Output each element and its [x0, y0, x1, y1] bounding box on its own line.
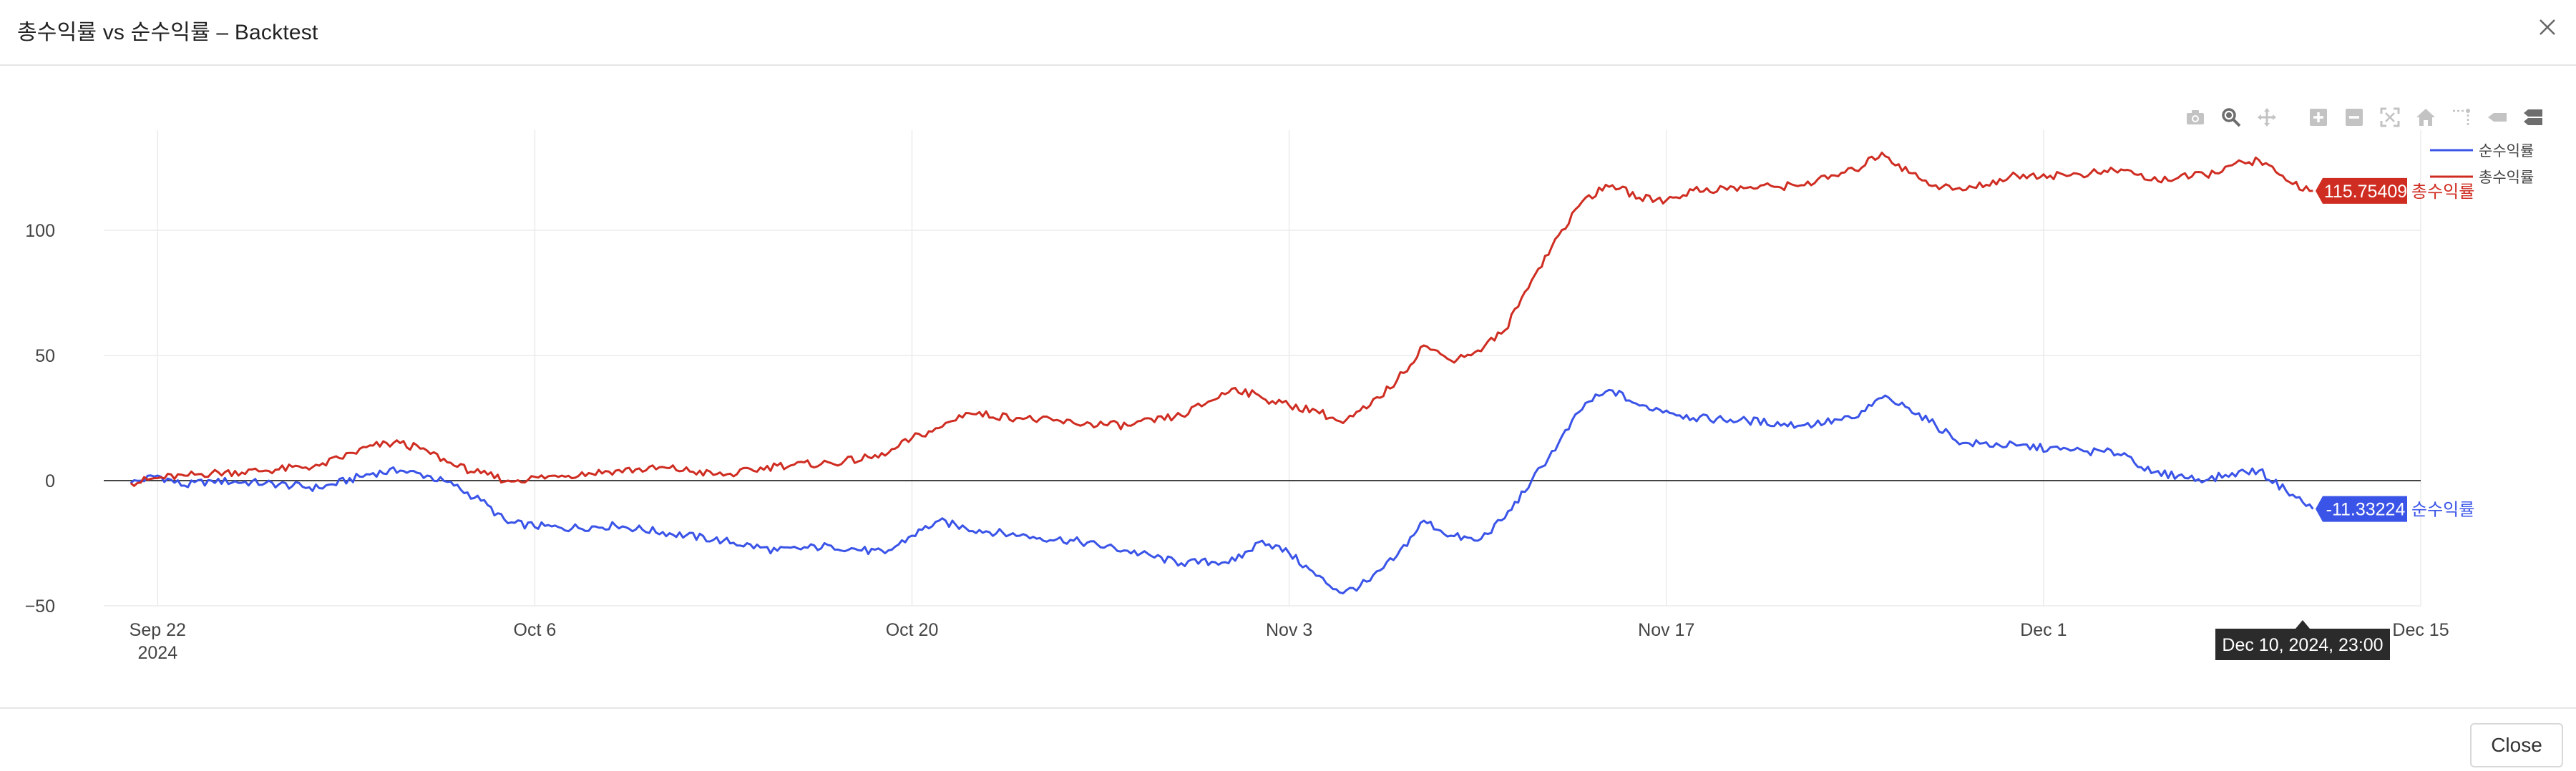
badge-bg: [2316, 496, 2407, 522]
grid-lines: [104, 130, 2421, 607]
reset-axes-icon[interactable]: [2410, 103, 2441, 132]
tooltip-arrow: [2296, 620, 2310, 629]
x-tick-label: Dec 15: [2392, 620, 2449, 640]
tooltip-bg: [2215, 629, 2390, 660]
autoscale-icon[interactable]: [2374, 103, 2406, 132]
y-tick-label: 0: [45, 471, 55, 491]
x-tick-sublabel: 2024: [137, 643, 177, 663]
badge-bg: [2316, 177, 2407, 204]
x-tick-label: Nov 3: [1266, 620, 1312, 640]
badge-value: 115.75409: [2324, 182, 2407, 202]
last-value-badge: -11.33224 순수익률: [2316, 496, 2474, 522]
x-tick-label: Dec 1: [2020, 620, 2067, 640]
hover-compare-icon[interactable]: [2517, 103, 2549, 132]
spike-lines-icon[interactable]: [2446, 103, 2477, 132]
modebar: [2180, 103, 2549, 132]
zoom-icon[interactable]: [2215, 103, 2247, 132]
zoom-out-icon[interactable]: [2338, 103, 2370, 132]
line-chart[interactable]: Sep 22 2024 Oct 6 Oct 20 Nov 3 Nov 17 Dec 1 Dec…: [0, 66, 2576, 707]
series-line-gross: [130, 152, 2313, 487]
modal-header: 총수익률 vs 순수익률 – Backtest: [0, 0, 2576, 66]
hover-closest-icon[interactable]: [2482, 103, 2513, 132]
badge-series-name: 총수익률: [2411, 182, 2474, 202]
x-tick-label: Sep 22: [130, 620, 186, 640]
modal-footer: Close: [0, 707, 2576, 771]
close-button[interactable]: Close: [2470, 723, 2563, 767]
x-tick-label: Oct 20: [886, 620, 939, 640]
legend-label: 총수익률: [2479, 169, 2534, 186]
legend-label: 순수익률: [2479, 142, 2534, 159]
x-tick-label: Nov 17: [1638, 620, 1694, 640]
pan-icon[interactable]: [2251, 103, 2283, 132]
y-tick-label: 100: [25, 221, 55, 241]
y-tick-label: 50: [35, 346, 55, 366]
badge-value: -11.33224: [2326, 500, 2406, 520]
close-icon[interactable]: [2533, 13, 2562, 41]
modal-title: 총수익률 vs 순수익률 – Backtest: [17, 21, 318, 44]
tooltip-text: Dec 10, 2024, 23:00: [2222, 635, 2383, 655]
series-line-net: [130, 388, 2314, 594]
y-tick-label: −50: [25, 596, 55, 617]
camera-icon[interactable]: [2180, 103, 2211, 132]
chart-area[interactable]: Sep 22 2024 Oct 6 Oct 20 Nov 3 Nov 17 Dec 1 Dec…: [0, 66, 2576, 707]
x-tick-label: Oct 6: [514, 620, 557, 640]
last-value-badge: 115.75409 총수익률: [2316, 177, 2474, 204]
zoom-in-icon[interactable]: [2303, 103, 2334, 132]
hover-tooltip: Dec 10, 2024, 23:00: [2215, 620, 2390, 660]
badge-series-name: 순수익률: [2411, 500, 2474, 520]
